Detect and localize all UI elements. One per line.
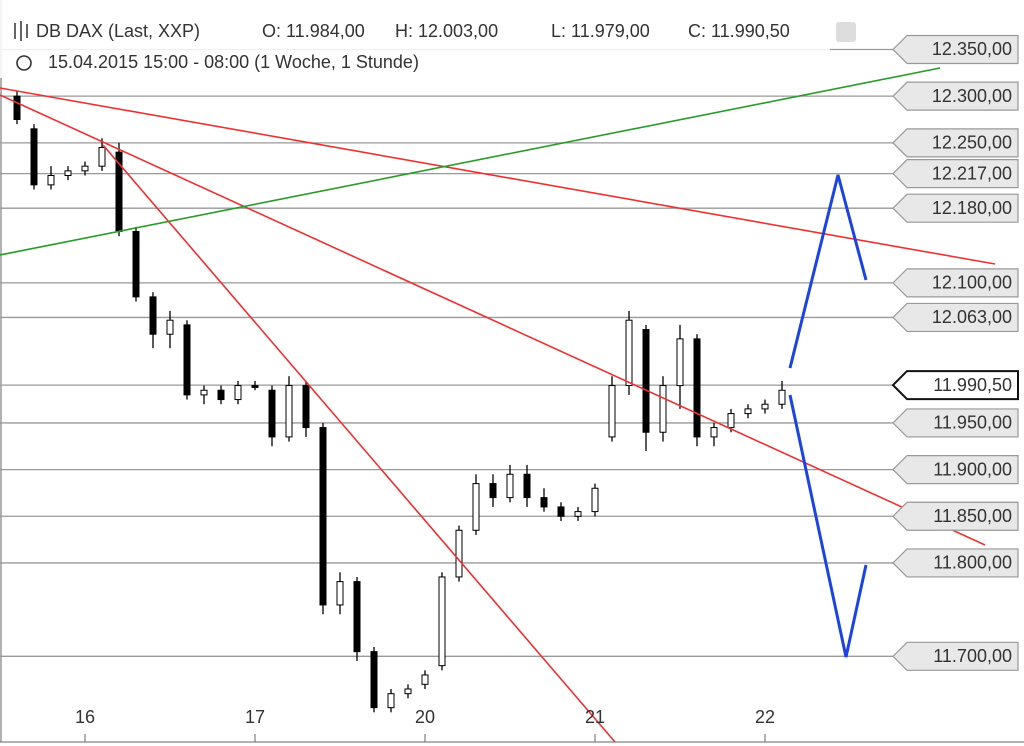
price-label-box xyxy=(892,501,1019,531)
candles xyxy=(13,91,786,713)
candle-body xyxy=(149,296,157,335)
y-tick-label: 11.800,00 xyxy=(933,553,1012,573)
price-label-box xyxy=(891,370,1019,401)
candle-body xyxy=(47,175,55,186)
candle-icon xyxy=(14,21,28,41)
levels xyxy=(0,48,893,657)
candle-body xyxy=(30,128,38,186)
price-label-box xyxy=(892,641,1019,671)
price-label-box xyxy=(892,454,1019,485)
candle-body xyxy=(642,329,650,433)
projection-up xyxy=(788,174,868,369)
candle-body xyxy=(489,483,497,499)
y-tick-label: 12.250,00 xyxy=(932,133,1012,153)
candle-body xyxy=(302,385,310,429)
y-tick-label: 12.100,00 xyxy=(932,273,1012,293)
candle-body xyxy=(455,529,463,578)
y-tick-label: 11.950,00 xyxy=(933,413,1012,433)
price-label-box xyxy=(892,81,1019,111)
price-label-box xyxy=(892,268,1019,298)
price-label-box xyxy=(892,548,1019,578)
candle-body xyxy=(761,403,769,410)
candle-body xyxy=(268,389,276,438)
candle-body xyxy=(200,389,208,396)
price-label-box xyxy=(892,128,1019,158)
candle-body xyxy=(506,473,514,499)
y-tick-label: 12.350,00 xyxy=(932,39,1012,59)
candle-body xyxy=(404,688,412,695)
candle-body xyxy=(132,231,140,298)
candle-body xyxy=(217,389,225,401)
candle-body xyxy=(693,338,701,438)
header-value: L: 11.979,00 xyxy=(551,21,650,41)
candle-body xyxy=(234,385,242,401)
candle-body xyxy=(676,338,684,387)
candle-body xyxy=(64,170,72,177)
x-tick-label: 21 xyxy=(585,707,605,727)
candle-body xyxy=(659,385,667,433)
header-value: H: 12.003,00 xyxy=(395,21,498,41)
candle-body xyxy=(387,693,395,709)
y-tick-label: 11.700,00 xyxy=(933,646,1012,666)
candle-body xyxy=(591,487,599,513)
y-tick-label: 12.217,00 xyxy=(932,163,1012,183)
candle-body xyxy=(166,319,174,335)
candle-body xyxy=(81,165,89,172)
header-value: C: 11.990,50 xyxy=(688,21,790,41)
last-price-label: 11.990,50 xyxy=(933,375,1012,395)
candle-body xyxy=(557,506,565,517)
x-tick-label: 17 xyxy=(245,707,265,727)
x-tick-label: 22 xyxy=(755,707,775,727)
clock-icon xyxy=(16,55,32,71)
price-label-box xyxy=(892,302,1019,333)
candle-body xyxy=(778,389,786,405)
candle-body xyxy=(744,408,752,415)
x-tick-label: 16 xyxy=(75,707,95,727)
candle-body xyxy=(710,427,718,438)
y-tick-label: 12.180,00 xyxy=(932,198,1012,218)
candle-body xyxy=(608,385,616,438)
candle-body xyxy=(353,581,361,653)
header: DB DAX (Last, XXP) O: 11.984,00 H: 12.00… xyxy=(0,0,856,78)
candle-body xyxy=(421,674,429,685)
candle-body xyxy=(251,385,259,388)
y-tick-label: 11.900,00 xyxy=(933,459,1012,479)
candle-body xyxy=(574,511,582,517)
y-tick-label: 12.300,00 xyxy=(932,86,1012,106)
candle-body xyxy=(540,497,548,508)
title: DB DAX (Last, XXP) xyxy=(36,21,200,41)
candle-body xyxy=(98,147,106,167)
x-tick-label: 20 xyxy=(415,707,435,727)
candle-body xyxy=(285,385,293,438)
subtitle: 15.04.2015 15:00 - 08:00 (1 Woche, 1 Stu… xyxy=(48,52,419,72)
candle-body xyxy=(523,473,531,499)
price-label-box xyxy=(892,159,1019,189)
candle-body xyxy=(13,95,21,120)
trend-line xyxy=(0,67,941,256)
candle-body xyxy=(183,324,191,396)
y-tick-label: 12.063,00 xyxy=(932,307,1012,327)
price-label-box xyxy=(892,34,1019,65)
trend-lines xyxy=(0,67,996,743)
projection-down xyxy=(788,394,868,658)
trend-line xyxy=(0,94,986,546)
price-label-box xyxy=(892,408,1019,438)
price-labels: 12.350,00 12.300,00 12.250,00 12.217,00 12.1… xyxy=(891,34,1019,671)
header-bg xyxy=(0,0,830,78)
candle-body xyxy=(472,483,480,531)
candle-body xyxy=(625,319,633,387)
price-label-box xyxy=(892,193,1019,223)
header-value: O: 11.984,00 xyxy=(262,21,365,41)
candle-body xyxy=(319,427,327,606)
trend-line xyxy=(0,87,996,265)
y-tick-label: 11.850,00 xyxy=(933,506,1012,526)
trend-line xyxy=(102,144,616,743)
candle-body xyxy=(370,651,378,709)
candle-body xyxy=(727,413,735,429)
candle-body xyxy=(336,581,344,606)
settings-icon[interactable] xyxy=(836,22,856,42)
candle-body xyxy=(438,576,446,667)
